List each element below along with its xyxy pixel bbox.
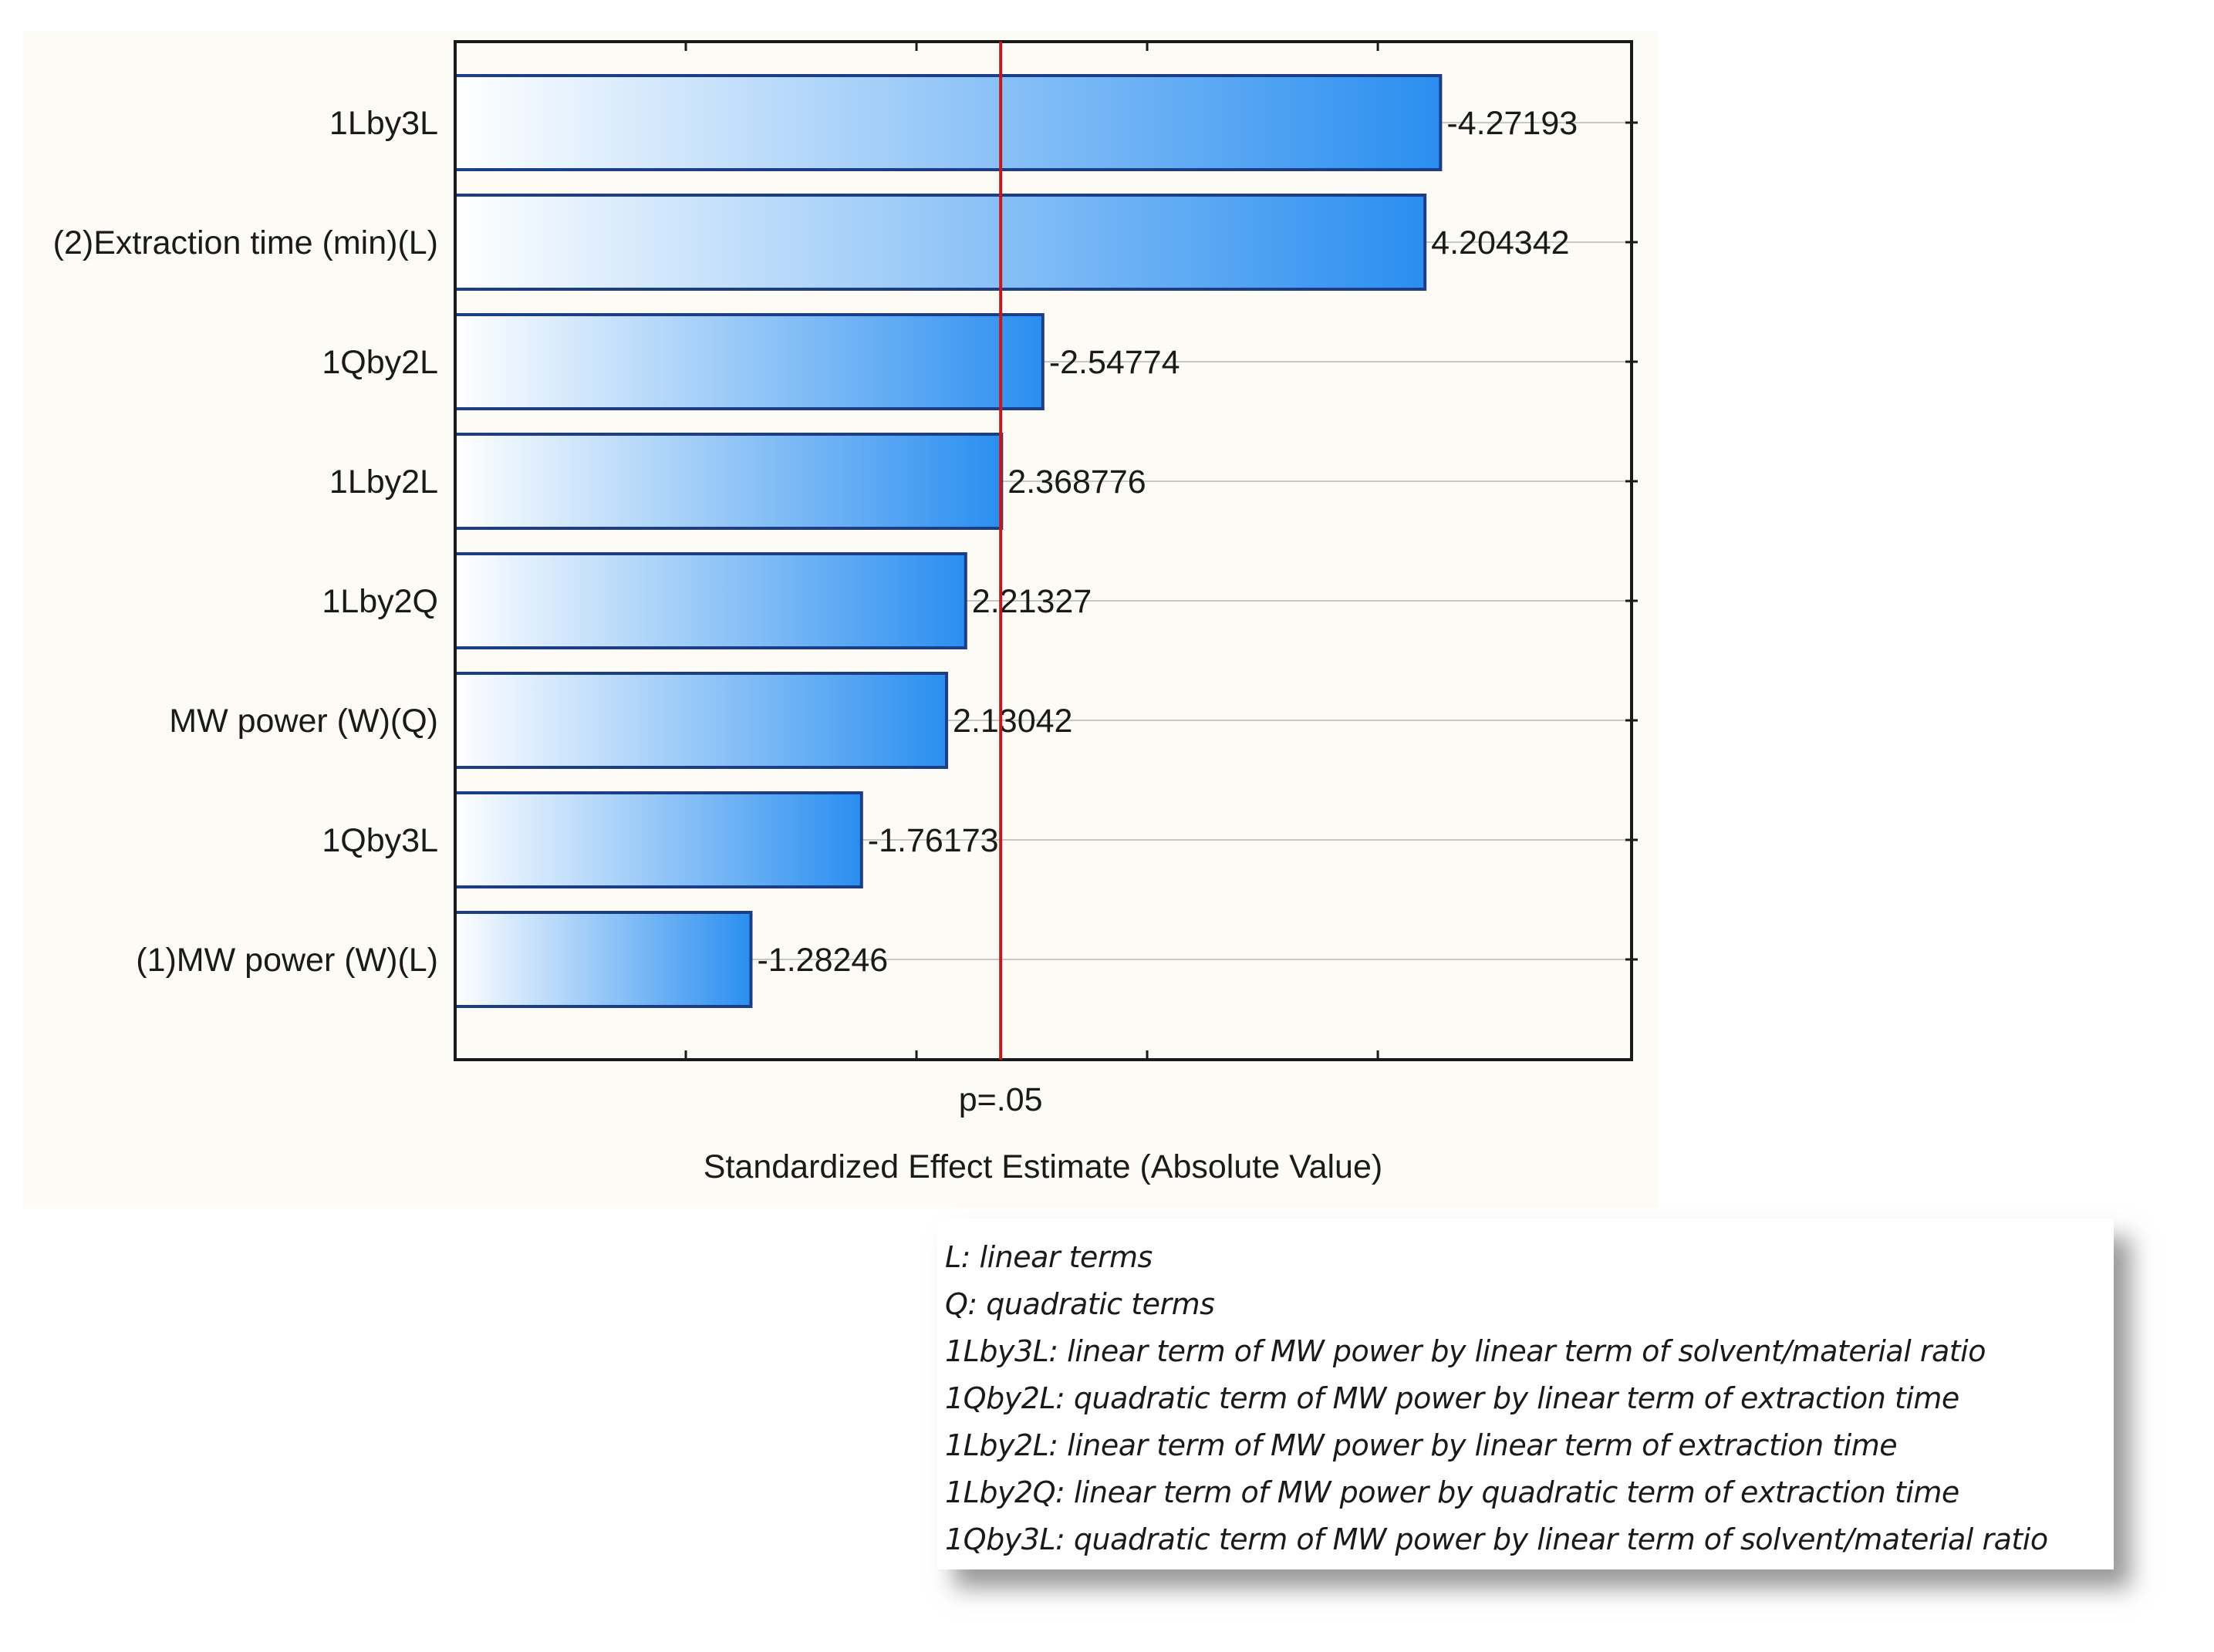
- category-label: 1Lby2L: [329, 464, 438, 501]
- bar-value-label: 2.21327: [972, 583, 1092, 620]
- category-label: (1)MW power (W)(L): [136, 942, 438, 979]
- bar: [454, 672, 949, 769]
- significance-label: p=.05: [959, 1081, 1043, 1118]
- plot-frame: [454, 40, 1633, 1061]
- bar: [454, 74, 1443, 171]
- category-label: (2)Extraction time (min)(L): [53, 224, 438, 261]
- bar-value-label: 4.204342: [1431, 224, 1569, 261]
- legend-note: 1Lby2L: linear term of MW power by linea…: [945, 1428, 1898, 1462]
- legend-note: 1Lby3L: linear term of MW power by linea…: [945, 1334, 1986, 1368]
- bar: [454, 791, 863, 888]
- abbreviation-legend: L: linear terms Q: quadratic terms 1Lby3L:…: [937, 1219, 2114, 1569]
- legend-note: L: linear terms: [945, 1240, 1153, 1274]
- legend-note: Q: quadratic terms: [945, 1287, 1215, 1321]
- bar: [454, 552, 967, 649]
- category-label: MW power (W)(Q): [169, 703, 438, 740]
- bar: [454, 194, 1427, 291]
- category-label: 1Qby2L: [322, 344, 438, 381]
- bar: [454, 911, 753, 1008]
- category-label: 1Qby3L: [322, 822, 438, 859]
- x-axis-title: Standardized Effect Estimate (Absolute V…: [704, 1148, 1382, 1185]
- chart-panel: -4.27193 1Lby3L 4.204342 (2)Extraction time…: [23, 31, 1659, 1207]
- bar-value-label: -2.54774: [1049, 344, 1180, 381]
- bar: [454, 313, 1045, 410]
- bar: [454, 433, 1004, 530]
- bar-value-label: -4.27193: [1446, 105, 1578, 142]
- bar-value-label: 2.13042: [953, 703, 1072, 740]
- pareto-chart: -4.27193 1Lby3L 4.204342 (2)Extraction time…: [53, 40, 1638, 1185]
- category-label: 1Lby3L: [329, 105, 438, 142]
- category-label: 1Lby2Q: [322, 583, 438, 620]
- legend-note: 1Qby2L: quadratic term of MW power by li…: [945, 1381, 1959, 1415]
- bar-value-label: -1.28246: [757, 942, 888, 979]
- legend-note: 1Qby3L: quadratic term of MW power by li…: [945, 1522, 2048, 1556]
- bar-value-label: -1.76173: [868, 822, 999, 859]
- legend-note: 1Lby2Q: linear term of MW power by quadr…: [945, 1475, 1959, 1509]
- bar-value-label: 2.368776: [1007, 464, 1146, 501]
